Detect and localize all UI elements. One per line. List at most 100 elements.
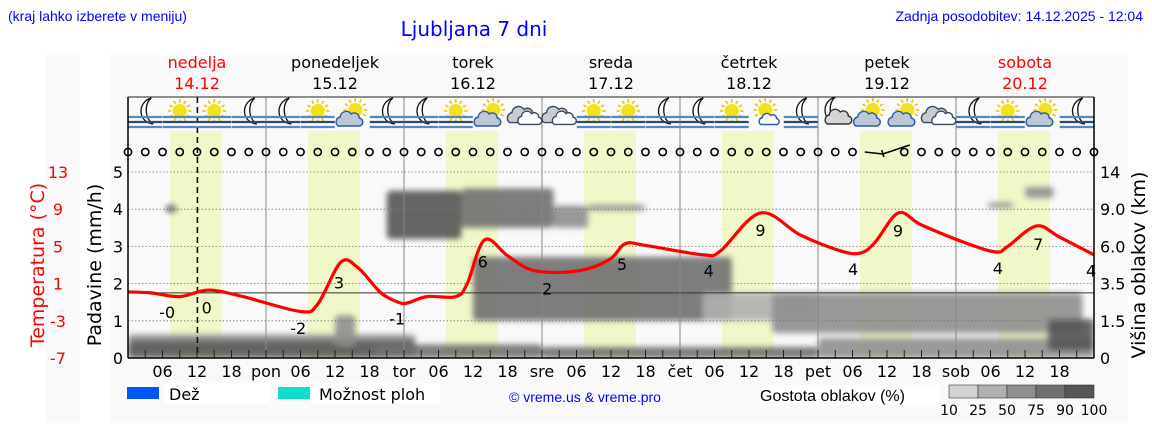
calm-circle <box>710 147 719 157</box>
calm-circle <box>451 147 461 157</box>
cloud-density-area <box>128 340 416 358</box>
cloud-shape <box>852 110 881 127</box>
calm-circle <box>520 147 530 157</box>
sun-disc <box>448 104 463 118</box>
day-date: 18.12 <box>726 74 772 93</box>
sun-ray <box>344 103 349 107</box>
cloud-shape <box>931 110 957 126</box>
sun-disc <box>310 104 325 118</box>
precipitation-axis-title: Padavine (mm/h) <box>84 184 106 347</box>
temperature-label: 2 <box>542 279 552 298</box>
calm-circle <box>261 147 271 157</box>
calm-circle <box>917 147 926 157</box>
sun-ray <box>738 104 743 108</box>
sun-ray <box>311 117 315 122</box>
daylight-band <box>169 131 222 358</box>
copyright-link[interactable]: © vreme.us & vreme.pro <box>509 389 661 405</box>
sun-ray <box>1034 103 1039 107</box>
sun-ray <box>362 103 366 107</box>
calm-circle <box>1003 147 1013 157</box>
sun-ray <box>862 103 866 107</box>
sun-disc <box>1000 104 1015 118</box>
calm-circle <box>175 147 185 157</box>
x-hour-label: 06 <box>428 362 448 381</box>
calm-circle <box>968 147 978 157</box>
temp-axis-panel <box>45 55 80 423</box>
moon-fog-icon <box>783 97 818 129</box>
density-level-label: 50 <box>998 403 1016 419</box>
sun-ray <box>597 100 601 105</box>
sun-ray <box>459 117 463 122</box>
calm-circle <box>313 147 323 157</box>
cloud-density-area <box>461 188 554 228</box>
calm-circle <box>382 147 392 157</box>
calm-circle <box>830 147 840 157</box>
moon-fog-icon <box>1059 97 1094 129</box>
calm-circle <box>658 147 668 157</box>
temperature-line <box>127 210 1095 314</box>
cloud-density-area <box>386 190 462 239</box>
density-level-label: 25 <box>969 403 987 419</box>
calm-circle <box>572 147 581 157</box>
sun-ray <box>1048 99 1052 104</box>
sun-ray <box>635 104 639 108</box>
sun-ray <box>1011 117 1015 122</box>
temperature-label: 5 <box>617 255 627 274</box>
cloud-shape <box>517 110 543 126</box>
sun-ray <box>462 104 467 108</box>
precip-tick-label: 5 <box>113 163 123 182</box>
sun-ray <box>896 103 901 107</box>
sun-ray <box>311 100 315 105</box>
calm-circle <box>140 147 150 157</box>
calm-circle <box>503 147 512 157</box>
legend: Dež Možnost ploh © vreme.us & vreme.pro … <box>127 383 1107 419</box>
x-day-label: sob <box>942 362 970 381</box>
x-hour-label: 12 <box>601 362 621 381</box>
calm-circle <box>951 147 961 157</box>
x-hour-label: 06 <box>152 362 172 381</box>
cloud-height-tick-label: 0 <box>1100 349 1110 368</box>
sun-ray <box>183 100 187 105</box>
temperature-label: -2 <box>290 319 306 338</box>
x-hour-label: 12 <box>463 362 483 381</box>
sun-ray <box>486 99 490 104</box>
sun-ray <box>496 99 500 104</box>
calm-circle <box>296 147 305 157</box>
temperature-label: 4 <box>993 259 1003 278</box>
x-hour-label: 12 <box>325 362 345 381</box>
temperature-label: 4 <box>848 260 858 279</box>
sun-fog-icon <box>714 99 749 129</box>
calm-circle <box>744 147 754 157</box>
sun-ray <box>1001 100 1005 105</box>
sun-ray <box>597 117 601 122</box>
sun-ray <box>758 99 762 104</box>
sun-ray <box>449 100 453 105</box>
calm-circle <box>399 147 409 157</box>
sun-ray <box>1038 99 1042 104</box>
x-hour-label: 12 <box>739 362 759 381</box>
sun-small-cloud-icon <box>753 98 780 126</box>
cloud-density-area <box>772 292 1083 334</box>
sun-fog-icon <box>438 99 473 129</box>
calm-circle <box>623 147 633 157</box>
calm-circle <box>675 147 685 157</box>
cloud-density-area <box>335 315 356 346</box>
sun-cloud-icon <box>887 98 920 127</box>
sun-ray <box>768 99 772 104</box>
sun-ray <box>914 103 918 107</box>
cloud-density-area <box>588 204 646 211</box>
location-hint[interactable]: (kraj lahko izberete v meniju) <box>8 8 187 24</box>
calm-circle <box>537 147 547 157</box>
sun-ray <box>587 100 591 105</box>
sun-disc <box>172 104 187 118</box>
calm-circle <box>468 147 478 157</box>
x-hour-label: 18 <box>911 362 931 381</box>
sun-fog-icon <box>162 99 197 129</box>
cloudy-icon <box>506 105 543 126</box>
density-level-label: 75 <box>1027 403 1045 419</box>
sun-ray <box>997 104 1001 108</box>
sun-ray <box>500 113 504 117</box>
calm-circle <box>209 147 219 157</box>
x-hour-label: 12 <box>187 362 207 381</box>
